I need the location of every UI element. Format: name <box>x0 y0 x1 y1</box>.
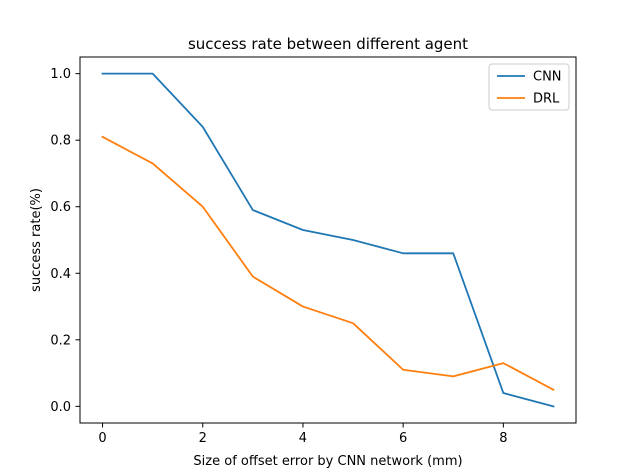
y-tick-label: 0.4 <box>50 267 71 282</box>
y-tick-label: 0.8 <box>50 134 71 149</box>
x-axis: 0 2 4 6 8 <box>98 423 507 446</box>
y-axis: 0.0 0.2 0.4 0.6 0.8 1.0 <box>50 67 80 415</box>
series-line-drl <box>101 135 555 391</box>
legend-label-drl: DRL <box>533 92 560 107</box>
x-axis-label: Size of offset error by CNN network (mm) <box>193 454 462 469</box>
series-line-cnn <box>101 72 555 408</box>
x-tick-label: 6 <box>399 431 407 446</box>
y-tick-label: 0.2 <box>50 333 71 348</box>
y-tick-label: 0.6 <box>50 200 71 215</box>
y-tick-label: 1.0 <box>50 67 71 82</box>
plot-area <box>79 56 577 424</box>
y-axis-label: success rate(%) <box>29 188 44 292</box>
legend-label-cnn: CNN <box>533 70 562 85</box>
chart-title: success rate between different agent <box>188 35 468 53</box>
axes-frame <box>79 56 577 424</box>
y-tick-label: 0.0 <box>50 400 71 415</box>
x-tick-label: 8 <box>499 431 507 446</box>
legend: CNN DRL <box>488 63 570 111</box>
x-tick-label: 2 <box>199 431 207 446</box>
x-tick-label: 0 <box>98 431 106 446</box>
x-tick-label: 4 <box>299 431 307 446</box>
